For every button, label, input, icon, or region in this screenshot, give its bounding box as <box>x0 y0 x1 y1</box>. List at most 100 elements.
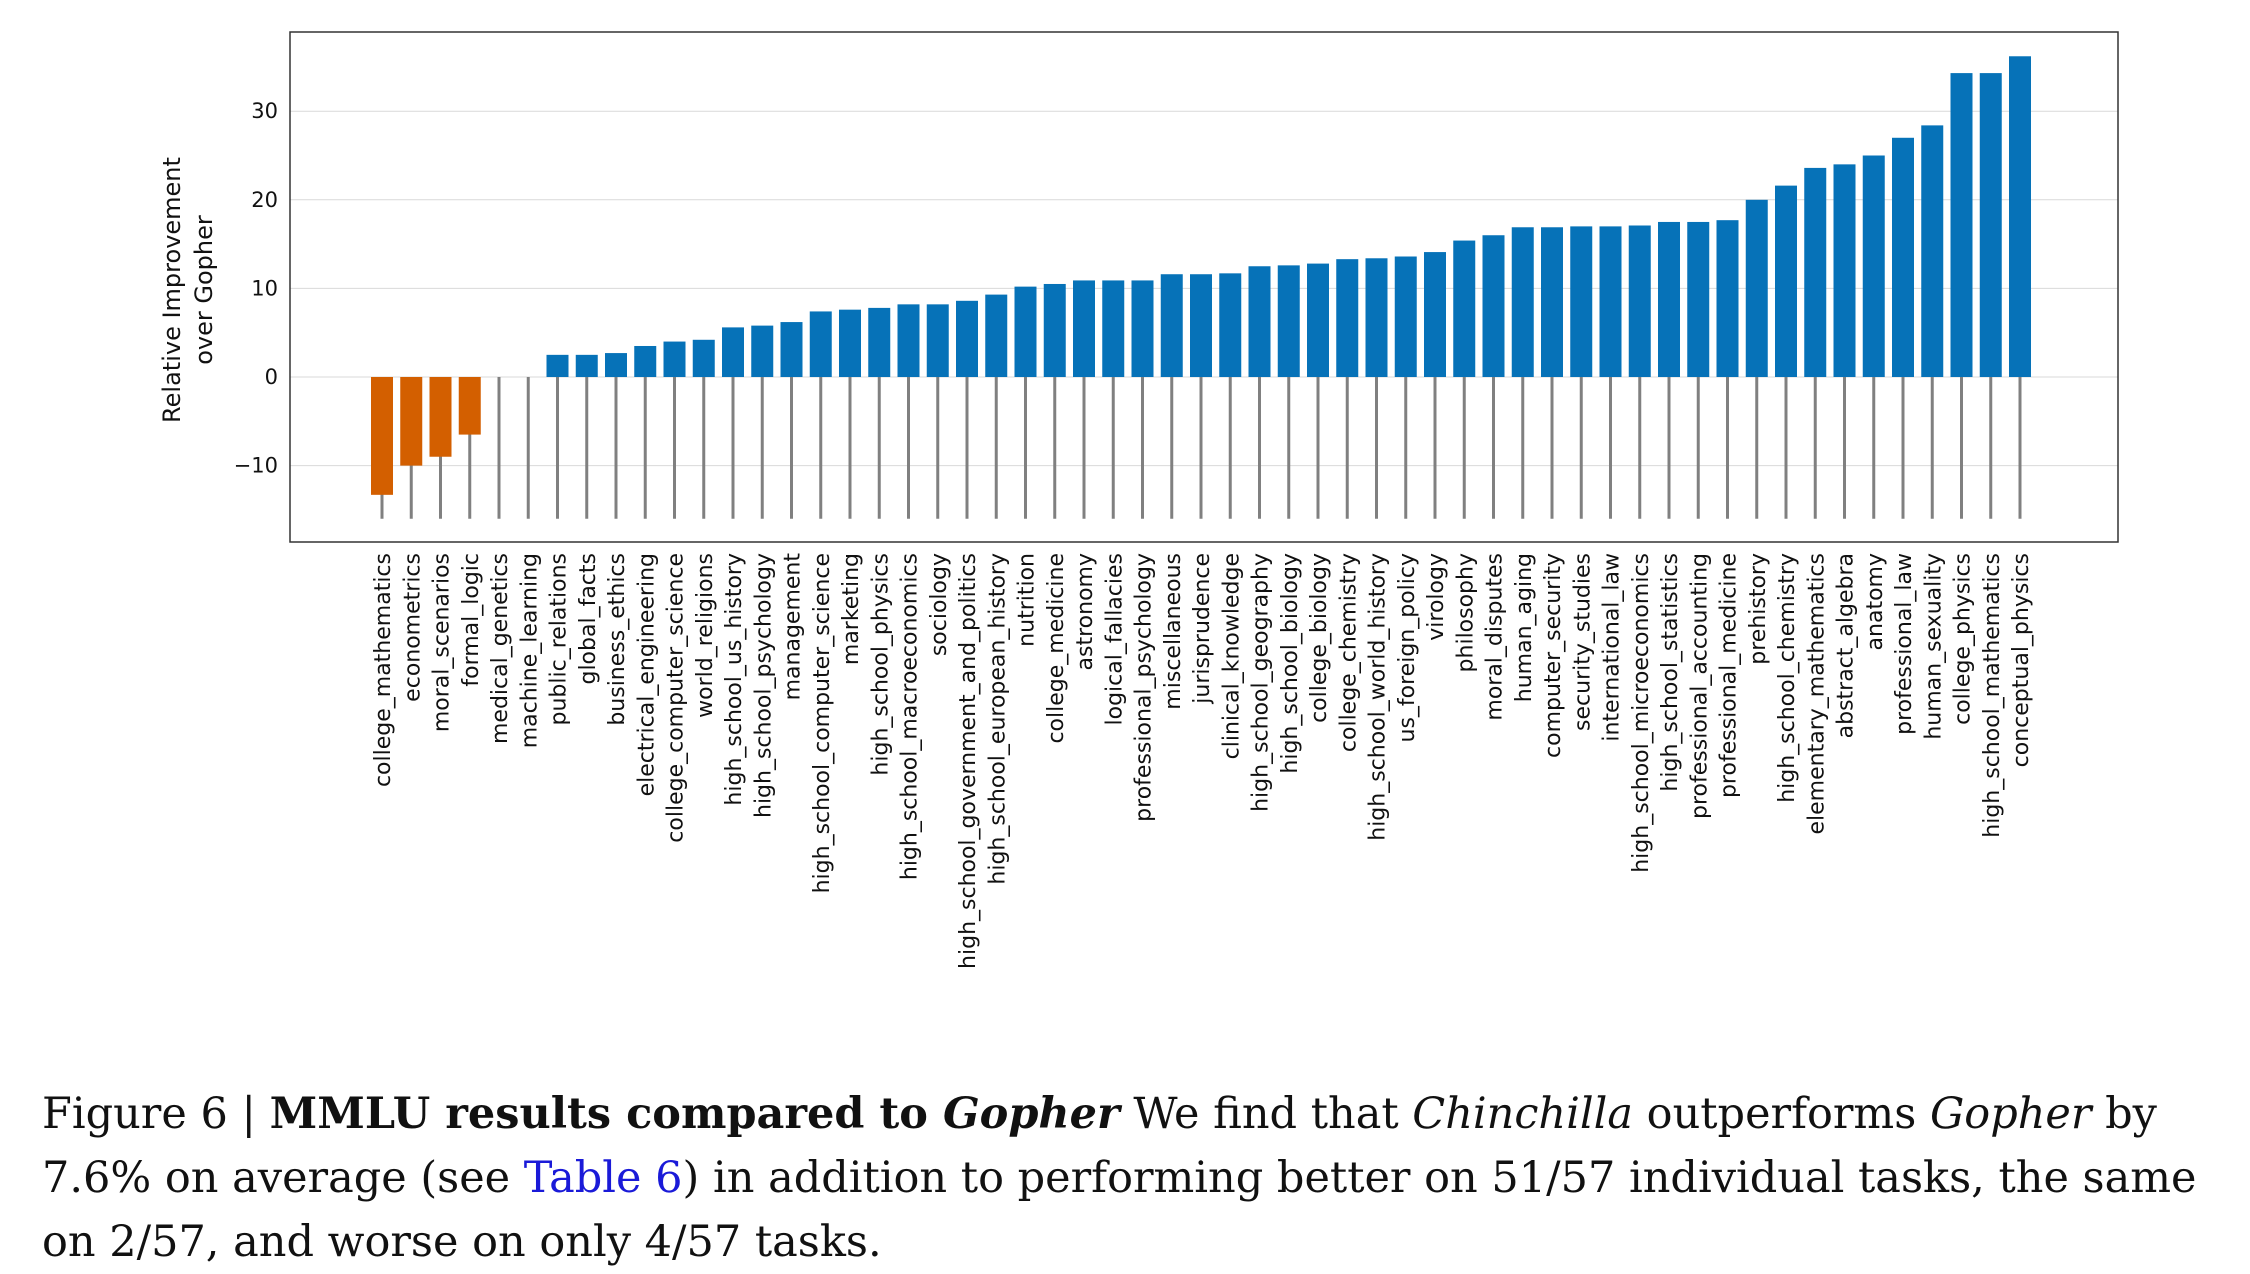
bar-high_school_psychology <box>751 325 774 377</box>
x-tick-label-college_chemistry: college_chemistry <box>1336 553 1361 752</box>
x-tick-label-marketing: marketing <box>839 553 864 665</box>
bar-anatomy <box>1862 155 1885 377</box>
bar-professional_accounting <box>1687 221 1710 377</box>
bar-high_school_physics <box>868 307 891 377</box>
bar-college_mathematics <box>371 377 393 495</box>
x-tick-label-college_biology: college_biology <box>1307 553 1332 723</box>
x-tick-label-professional_law: professional_law <box>1892 553 1917 735</box>
bar-high_school_world_history <box>1365 258 1388 377</box>
caption-italic-1: Chinchilla <box>1412 1089 1634 1139</box>
x-tick-label-high_school_macroeconomics: high_school_macroeconomics <box>898 553 923 880</box>
x-tick-label-high_school_biology: high_school_biology <box>1278 553 1303 774</box>
x-tick-label-college_mathematics: college_mathematics <box>371 553 396 787</box>
bar-elementary_mathematics <box>1804 167 1827 377</box>
mmlu-improvement-chart: −10 0 10 20 30 college_mathematics econometri… <box>158 31 2119 969</box>
bar-security_studies <box>1570 226 1593 377</box>
y-axis-ticks: −10 0 10 20 30 <box>234 99 278 477</box>
x-tick-label-logical_fallacies: logical_fallacies <box>1102 553 1127 725</box>
y-tick-label: −10 <box>234 454 278 478</box>
bar-high_school_microeconomics <box>1628 225 1651 377</box>
x-tick-label-elementary_mathematics: elementary_mathematics <box>1804 553 1829 835</box>
bar-college_chemistry <box>1336 259 1359 377</box>
x-tick-label-high_school_government_and_politics: high_school_government_and_politics <box>956 553 981 969</box>
y-tick-label: 20 <box>251 188 278 212</box>
bar-high_school_european_history <box>985 294 1008 377</box>
bar-econometrics <box>400 377 423 466</box>
x-tick-label-high_school_chemistry: high_school_chemistry <box>1775 553 1800 803</box>
bar-high_school_government_and_politics <box>956 300 978 377</box>
bar-formal_logic <box>458 377 481 435</box>
x-tick-label-jurisprudence: jurisprudence <box>1190 553 1215 705</box>
bar-virology <box>1424 252 1446 377</box>
bar-logical_fallacies <box>1102 280 1125 377</box>
caption-text-2: outperforms <box>1633 1089 1930 1139</box>
x-tick-label-virology: virology <box>1424 553 1449 641</box>
caption-title-italic: Gopher <box>942 1089 1120 1139</box>
x-tick-label-human_aging: human_aging <box>1512 553 1537 702</box>
bar-management <box>780 322 803 377</box>
x-tick-label-high_school_us_history: high_school_us_history <box>722 553 747 806</box>
bar-college_computer_science <box>663 341 686 377</box>
bar-jurisprudence <box>1190 274 1212 377</box>
bar-college_medicine <box>1043 283 1066 377</box>
x-tick-label-high_school_physics: high_school_physics <box>868 553 893 776</box>
y-tick-label: 0 <box>265 365 278 389</box>
x-tick-label-econometrics: econometrics <box>400 553 425 702</box>
bar-high_school_computer_science <box>809 311 832 377</box>
x-tick-label-us_foreign_policy: us_foreign_policy <box>1395 553 1420 743</box>
bar-business_ethics <box>605 353 627 377</box>
x-tick-label-high_school_microeconomics: high_school_microeconomics <box>1629 553 1654 873</box>
bar-nutrition <box>1014 286 1037 377</box>
bar-miscellaneous <box>1160 274 1183 377</box>
x-tick-label-international_law: international_law <box>1600 553 1625 742</box>
x-tick-label-human_sexuality: human_sexuality <box>1921 553 1946 740</box>
x-tick-label-professional_psychology: professional_psychology <box>1132 553 1157 822</box>
y-tick-label: 30 <box>251 99 278 123</box>
figure-caption: Figure 6 | MMLU results compared to Goph… <box>42 1082 2227 1274</box>
bars <box>371 56 2031 495</box>
bar-clinical_knowledge <box>1219 273 1242 377</box>
bar-high_school_statistics <box>1658 221 1680 377</box>
bar-moral_scenarios <box>429 377 452 457</box>
bar-world_religions <box>692 339 715 377</box>
bar-marketing <box>839 309 861 377</box>
x-tick-label-medical_genetics: medical_genetics <box>488 553 513 744</box>
x-tick-label-public_relations: public_relations <box>547 553 572 726</box>
table-6-link[interactable]: Table 6 <box>523 1153 683 1203</box>
x-tick-label-business_ethics: business_ethics <box>605 553 630 726</box>
bar-high_school_chemistry <box>1775 185 1797 377</box>
x-tick-label-high_school_computer_science: high_school_computer_science <box>810 553 835 893</box>
bar-public_relations <box>546 354 569 377</box>
bar-high_school_macroeconomics <box>897 304 920 377</box>
bar-conceptual_physics <box>2009 56 2031 377</box>
x-tick-label-high_school_statistics: high_school_statistics <box>1658 553 1683 792</box>
x-tick-label-conceptual_physics: conceptual_physics <box>2009 553 2034 767</box>
x-tick-label-high_school_geography: high_school_geography <box>1249 553 1274 812</box>
caption-prefix: Figure 6 | <box>42 1089 270 1139</box>
x-tick-label-astronomy: astronomy <box>1073 553 1098 670</box>
x-tick-label-moral_scenarios: moral_scenarios <box>430 553 455 732</box>
bar-high_school_us_history <box>722 327 744 377</box>
x-tick-label-computer_security: computer_security <box>1541 553 1566 758</box>
caption-italic-2: Gopher <box>1929 1089 2092 1139</box>
x-axis-category-labels: college_mathematics econometrics moral_sce… <box>371 553 2034 969</box>
bar-philosophy <box>1453 240 1476 377</box>
bar-professional_medicine <box>1716 220 1739 377</box>
bar-computer_security <box>1541 227 1563 377</box>
bar-high_school_mathematics <box>1979 73 2002 378</box>
caption-text-1: We find that <box>1119 1089 1413 1139</box>
x-tick-label-electrical_engineering: electrical_engineering <box>634 553 659 796</box>
x-tick-label-high_school_european_history: high_school_european_history <box>985 553 1010 885</box>
x-tick-label-professional_medicine: professional_medicine <box>1717 553 1742 798</box>
bar-international_law <box>1599 226 1622 377</box>
x-tick-label-global_facts: global_facts <box>576 553 601 685</box>
bar-sociology <box>926 304 949 377</box>
x-tick-label-security_studies: security_studies <box>1570 553 1595 731</box>
bar-global_facts <box>575 354 598 377</box>
x-tick-label-prehistory: prehistory <box>1746 553 1771 665</box>
x-tick-label-college_medicine: college_medicine <box>1044 553 1069 744</box>
x-tick-label-anatomy: anatomy <box>1863 553 1888 650</box>
x-tick-label-college_computer_science: college_computer_science <box>664 553 689 843</box>
y-tick-label: 10 <box>251 276 278 300</box>
caption-title: MMLU results compared to Gopher <box>270 1089 1120 1139</box>
